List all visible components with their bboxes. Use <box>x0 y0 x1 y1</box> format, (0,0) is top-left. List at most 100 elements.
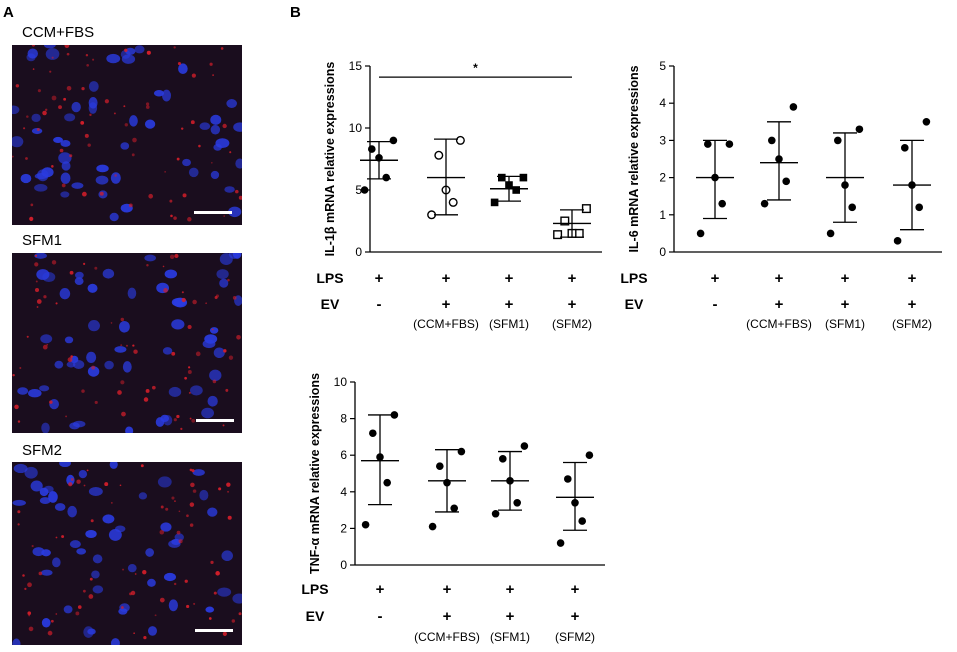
ev-signal-dot <box>236 334 241 340</box>
nucleus <box>204 334 218 344</box>
nucleus <box>119 320 130 333</box>
ev-signal-dot <box>181 297 186 303</box>
ev-signal-dot <box>222 631 227 636</box>
y-tick-label: 2 <box>659 171 666 185</box>
condition-row-name: EV <box>625 296 644 312</box>
condition-mark: + <box>711 270 720 287</box>
nucleus <box>64 336 74 344</box>
ev-signal-dot <box>37 89 41 93</box>
ev-signal-dot <box>193 602 196 605</box>
ev-signal-dot <box>91 365 96 370</box>
ev-signal-dot <box>86 63 90 67</box>
data-point <box>513 498 521 507</box>
nucleus <box>41 569 53 576</box>
data-point <box>696 229 705 238</box>
nucleus <box>168 386 182 398</box>
condition-mark: + <box>375 270 384 287</box>
data-point <box>725 140 734 148</box>
ev-signal-dot <box>228 355 234 360</box>
ev-signal-dot <box>31 45 35 47</box>
data-point <box>848 203 856 212</box>
nucleus <box>86 351 97 363</box>
ev-signal-dot <box>120 344 123 347</box>
y-tick-label: 2 <box>340 521 347 535</box>
nucleus <box>13 463 28 474</box>
condition-mark: + <box>908 296 917 313</box>
nucleus <box>209 327 219 334</box>
nucleus <box>31 113 41 123</box>
nucleus <box>24 466 38 479</box>
ev-signal-dot <box>66 52 70 56</box>
ev-signal-dot <box>191 469 195 473</box>
data-point <box>455 135 465 145</box>
nucleus <box>192 469 205 476</box>
ev-signal-dot <box>122 568 125 571</box>
ev-signal-dot <box>66 85 72 91</box>
y-tick-label: 3 <box>659 133 666 147</box>
ev-signal-dot <box>64 45 70 49</box>
nucleus <box>60 172 71 184</box>
data-point <box>448 197 458 207</box>
group-label: (SFM2) <box>555 630 595 644</box>
ev-signal-dot <box>69 270 74 275</box>
image-label-ccm-fbs: CCM+FBS <box>22 24 95 41</box>
nucleus <box>41 422 50 433</box>
micrograph-sfm1 <box>12 253 242 433</box>
condition-mark: + <box>505 270 514 287</box>
nucleus <box>59 288 71 300</box>
condition-mark: + <box>442 270 451 287</box>
nucleus <box>163 572 176 582</box>
ev-signal-dot <box>83 484 86 487</box>
nucleus <box>213 347 225 359</box>
nucleus <box>217 587 232 597</box>
data-point <box>361 520 370 529</box>
il1b-chart: 0 5 10 15 IL-1β mRNA relative expressions LPS… <box>316 59 602 331</box>
nucleus <box>122 361 132 373</box>
ev-signal-dot <box>55 536 58 539</box>
condition-mark: + <box>568 296 577 313</box>
nucleus <box>95 175 109 185</box>
ev-signal-dot <box>227 490 230 493</box>
nucleus <box>75 271 84 279</box>
ev-signal-dot <box>123 105 126 108</box>
ev-signal-dot <box>145 105 150 109</box>
ev-signal-dot <box>190 482 195 488</box>
data-point <box>436 462 444 470</box>
nucleus <box>60 191 70 198</box>
ev-signal-dot <box>223 215 225 217</box>
nucleus <box>78 469 88 479</box>
ev-signal-dot <box>61 183 66 188</box>
ev-signal-dot <box>160 505 164 509</box>
ev-signal-dot <box>189 502 195 507</box>
ev-signal-dot <box>12 373 15 377</box>
group-label: (SFM1) <box>489 317 529 331</box>
condition-mark: + <box>442 296 451 313</box>
ev-signal-dot <box>192 299 197 305</box>
ev-signal-dot <box>198 144 201 148</box>
data-point <box>560 216 570 226</box>
nucleus <box>219 278 229 288</box>
significance-label: * <box>473 61 478 75</box>
ev-signal-dot <box>27 611 32 615</box>
ev-signal-dot <box>70 355 73 358</box>
data-point <box>789 103 798 111</box>
ev-signal-dot <box>29 216 34 221</box>
nucleus <box>102 514 115 524</box>
ev-signal-dot <box>191 73 196 78</box>
ev-signal-dot <box>132 137 137 143</box>
nucleus <box>147 578 156 587</box>
ev-signal-dot <box>63 97 67 101</box>
nucleus <box>224 186 235 193</box>
ev-signal-dot <box>36 299 42 304</box>
ev-signal-dot <box>129 592 133 596</box>
ev-signal-dot <box>125 344 128 347</box>
nucleus <box>106 53 121 64</box>
ev-signal-dot <box>131 153 135 157</box>
ev-signal-dot <box>148 193 154 199</box>
ev-signal-dot <box>17 510 21 514</box>
condition-mark: + <box>841 296 850 313</box>
image-label-sfm2: SFM2 <box>22 442 63 459</box>
nucleus <box>26 53 36 62</box>
ev-signal-dot <box>81 191 87 197</box>
ev-signal-dot <box>169 254 175 260</box>
